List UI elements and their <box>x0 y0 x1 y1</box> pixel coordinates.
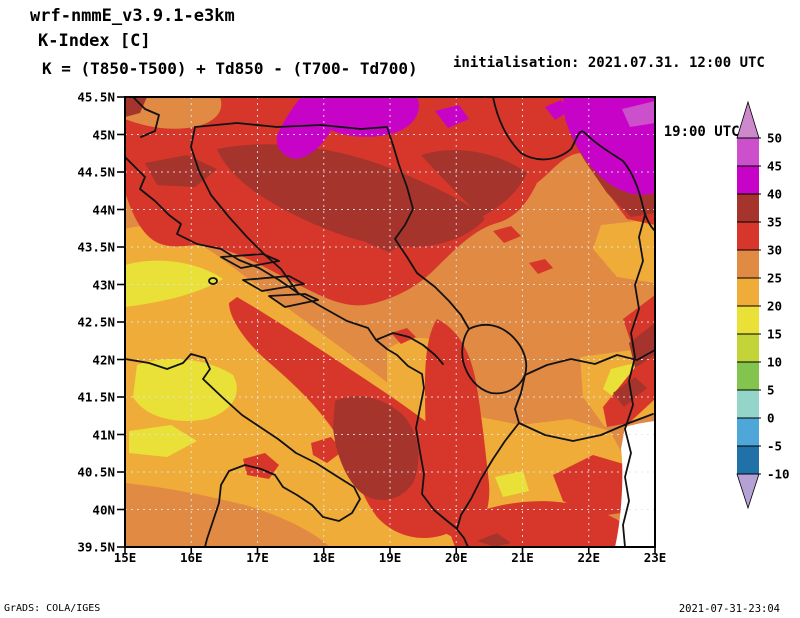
lon-tick-label: 23E <box>644 550 667 565</box>
init-time: initialisation: 2021.07.31. 12:00 UTC <box>453 52 765 75</box>
lon-tick-label: 22E <box>577 550 600 565</box>
lat-tick-label: 42N <box>92 352 115 367</box>
grads-credit: GrADS: COLA/IGES <box>4 603 100 614</box>
lon-tick-label: 21E <box>511 550 534 565</box>
colorbar-tick-label: -10 <box>767 467 790 482</box>
lon-axis-labels: 15E16E17E18E19E20E21E22E23E <box>125 550 655 568</box>
grads-weather-plot: wrf-nmmE_v3.9.1-e3km K-Index [C] initial… <box>0 0 800 618</box>
colorbar-tick-label: 0 <box>767 411 775 426</box>
colorbar-tick-label: 30 <box>767 243 782 258</box>
colorbar-tick-label: 15 <box>767 327 782 342</box>
colorbar-legend: 50454035302520151050-5-10 <box>736 98 800 514</box>
colorbar-tick-label: -5 <box>767 439 782 454</box>
lon-tick-label: 17E <box>246 550 269 565</box>
lon-tick-label: 15E <box>114 550 137 565</box>
lon-tick-label: 20E <box>445 550 468 565</box>
colorbar-tick-label: 35 <box>767 215 782 230</box>
lat-tick-label: 40N <box>92 502 115 517</box>
lat-tick-label: 40.5N <box>77 465 115 480</box>
lat-tick-label: 45N <box>92 127 115 142</box>
model-title: wrf-nmmE_v3.9.1-e3km <box>30 6 235 26</box>
lat-axis-labels: 45.5N 45N 44.5N 44N 43.5N 43N 42.5N 42N 41.5N 41N… <box>47 89 115 559</box>
lon-tick-label: 18E <box>312 550 335 565</box>
colorbar-tick-label: 5 <box>767 383 775 398</box>
colorbar-tick-label: 10 <box>767 355 782 370</box>
map-canvas <box>112 89 660 567</box>
lon-tick-label: 19E <box>379 550 402 565</box>
colorbar-tick-label: 50 <box>767 131 782 146</box>
lat-tick-label: 44N <box>92 202 115 217</box>
lat-tick-label: 41.5N <box>77 390 115 405</box>
product-title: K-Index [C] <box>38 31 151 51</box>
lat-tick-label: 45.5N <box>77 90 115 105</box>
lat-tick-label: 41N <box>92 427 115 442</box>
lat-tick-label: 44.5N <box>77 165 115 180</box>
colorbar-tick-label: 45 <box>767 159 782 174</box>
k-index-formula: K = (T850-T500) + Td850 - (T700- Td700) <box>42 59 418 78</box>
lat-tick-label: 42.5N <box>77 315 115 330</box>
lat-tick-label: 43N <box>92 277 115 292</box>
colorbar-tick-label: 25 <box>767 271 782 286</box>
colorbar-tick-label: 40 <box>767 187 782 202</box>
lat-tick-label: 43.5N <box>77 240 115 255</box>
creation-timestamp: 2021-07-31-23:04 <box>679 603 780 615</box>
colorbar-tick-label: 20 <box>767 299 782 314</box>
lat-tick-label: 39.5N <box>77 540 115 555</box>
lon-tick-label: 16E <box>180 550 203 565</box>
